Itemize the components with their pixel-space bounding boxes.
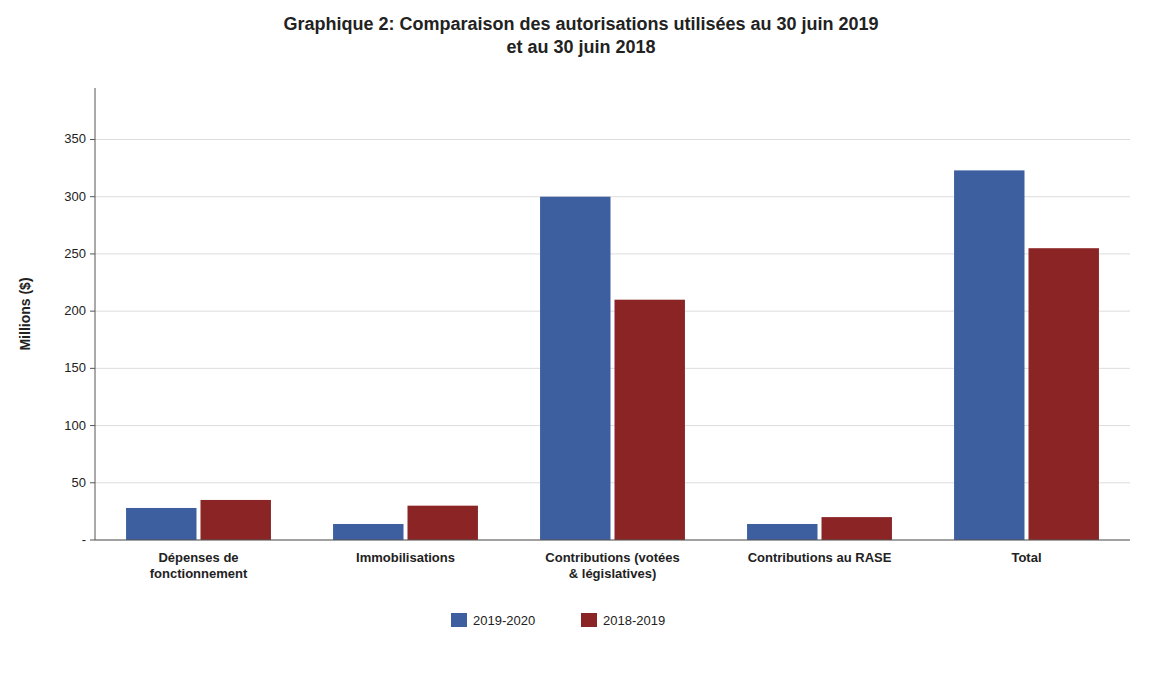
grid-line	[95, 540, 1130, 541]
y-tick	[90, 482, 95, 483]
y-tick-label: 300	[64, 189, 86, 204]
grid-line	[95, 139, 1130, 140]
bar	[201, 500, 271, 540]
y-tick	[90, 368, 95, 369]
x-axis-line	[95, 540, 1130, 541]
bars	[126, 170, 1099, 540]
bar	[408, 506, 478, 540]
y-tick	[90, 196, 95, 197]
bar	[615, 300, 685, 540]
x-tick-label: Contributions (votées& législatives)	[545, 550, 679, 581]
legend-swatch	[581, 613, 597, 627]
y-tick-label: -	[82, 532, 86, 547]
x-tick-label: Dépenses defonctionnement	[150, 550, 248, 581]
x-tick-label: Immobilisations	[356, 550, 455, 565]
series	[201, 248, 1099, 540]
grid	[95, 139, 1130, 540]
bar	[126, 508, 196, 540]
chart-container: Graphique 2: Comparaison des autorisatio…	[0, 0, 1162, 692]
y-tick	[90, 253, 95, 254]
legend-label: 2019-2020	[473, 613, 535, 628]
x-tick-label: Contributions au RASE	[748, 550, 892, 565]
chart-svg: Graphique 2: Comparaison des autorisatio…	[0, 0, 1162, 692]
y-axis-line	[95, 88, 96, 540]
y-tick	[90, 139, 95, 140]
series	[126, 170, 1024, 540]
bar	[1029, 248, 1099, 540]
title: Graphique 2: Comparaison des autorisatio…	[283, 14, 878, 57]
y-tick	[90, 540, 95, 541]
legend-label: 2018-2019	[603, 613, 665, 628]
bar	[747, 524, 817, 540]
legend: 2019-2020 2018-2019	[451, 613, 665, 628]
bar	[822, 517, 892, 540]
y-tick-label: 350	[64, 131, 86, 146]
y-tick-label: 50	[72, 475, 86, 490]
x-tick-label: Total	[1011, 550, 1041, 565]
bar	[540, 197, 610, 540]
y-tick	[90, 311, 95, 312]
y-tick	[90, 425, 95, 426]
bar	[954, 170, 1024, 540]
y-tick-label: 100	[64, 418, 86, 433]
y-tick-label: 150	[64, 360, 86, 375]
y-axis-label: Millions ($)	[17, 277, 33, 350]
legend-swatch	[451, 613, 467, 627]
y-tick-label: 250	[64, 246, 86, 261]
y-tick-label: 200	[64, 303, 86, 318]
y-ticks: - 50 100 150 200 250 300 350	[64, 131, 95, 547]
x-ticks: Dépenses defonctionnement Immobilisations…	[150, 550, 1042, 581]
bar	[333, 524, 403, 540]
